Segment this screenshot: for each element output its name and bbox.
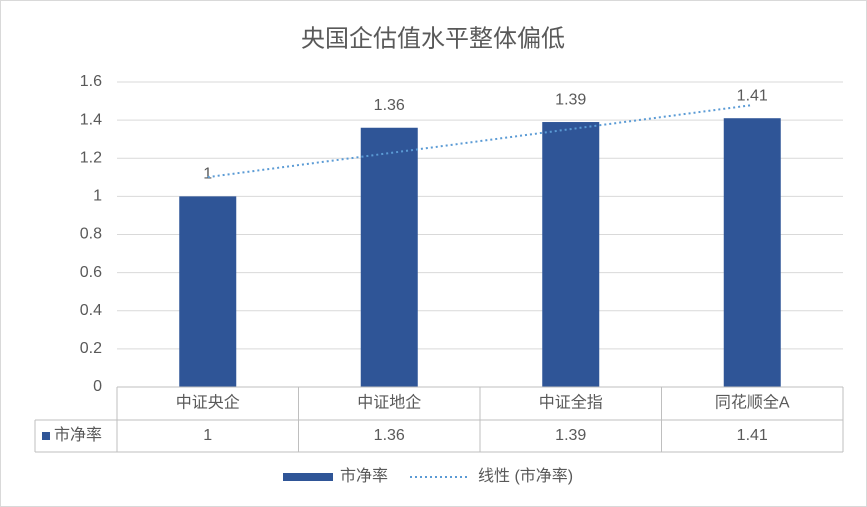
table-legend-key bbox=[42, 432, 50, 440]
table-cell: 1.39 bbox=[555, 427, 586, 444]
data-label: 1.41 bbox=[737, 87, 768, 104]
y-tick-label: 0 bbox=[93, 378, 102, 395]
table-row-header: 市净率 bbox=[54, 426, 102, 444]
legend-key bbox=[283, 473, 333, 481]
x-tick-label: 中证地企 bbox=[357, 394, 421, 412]
y-tick-label: 1.6 bbox=[80, 73, 102, 90]
table-cell: 1 bbox=[203, 427, 212, 444]
table-cell: 1.41 bbox=[737, 427, 768, 444]
x-tick-label: 同花顺全A bbox=[715, 394, 790, 412]
y-tick-label: 1.4 bbox=[80, 111, 102, 128]
data-label: 1 bbox=[203, 166, 212, 183]
x-tick-label: 中证全指 bbox=[539, 394, 603, 412]
x-tick-label: 中证央企 bbox=[176, 394, 240, 412]
table-cell: 1.36 bbox=[374, 427, 405, 444]
bar bbox=[723, 118, 781, 387]
y-tick-label: 1.2 bbox=[80, 149, 102, 166]
chart-title: 央国企估值水平整体偏低 bbox=[301, 25, 565, 52]
bar bbox=[360, 127, 418, 387]
y-tick-label: 1 bbox=[93, 188, 102, 205]
y-tick-label: 0.2 bbox=[80, 340, 102, 357]
legend-label: 线性 (市净率) bbox=[478, 467, 573, 485]
data-label: 1.36 bbox=[374, 97, 405, 114]
data-label: 1.39 bbox=[555, 91, 586, 108]
bar bbox=[542, 122, 600, 387]
y-tick-label: 0.4 bbox=[80, 302, 102, 319]
trendline bbox=[207, 104, 753, 179]
bar bbox=[179, 196, 237, 387]
y-tick-label: 0.6 bbox=[80, 264, 102, 281]
y-tick-label: 0.8 bbox=[80, 226, 102, 243]
legend-label: 市净率 bbox=[340, 467, 388, 485]
